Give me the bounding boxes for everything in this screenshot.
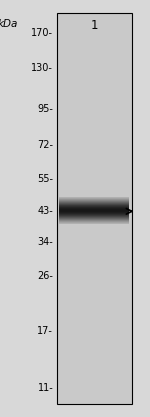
Text: 11-: 11- [38, 383, 53, 393]
Text: 17-: 17- [37, 327, 53, 337]
Text: 34-: 34- [38, 237, 53, 247]
Bar [57, 13, 132, 404]
Bar [57, 13, 132, 404]
Text: 26-: 26- [37, 271, 53, 281]
Text: 130-: 130- [31, 63, 53, 73]
Text: 170-: 170- [31, 28, 53, 38]
Text: 55-: 55- [37, 174, 53, 184]
Text: 95-: 95- [37, 104, 53, 114]
Text: 43-: 43- [38, 206, 53, 216]
Text: kDa: kDa [0, 19, 18, 29]
Text: 1: 1 [91, 19, 98, 32]
Text: 72-: 72- [37, 140, 53, 150]
